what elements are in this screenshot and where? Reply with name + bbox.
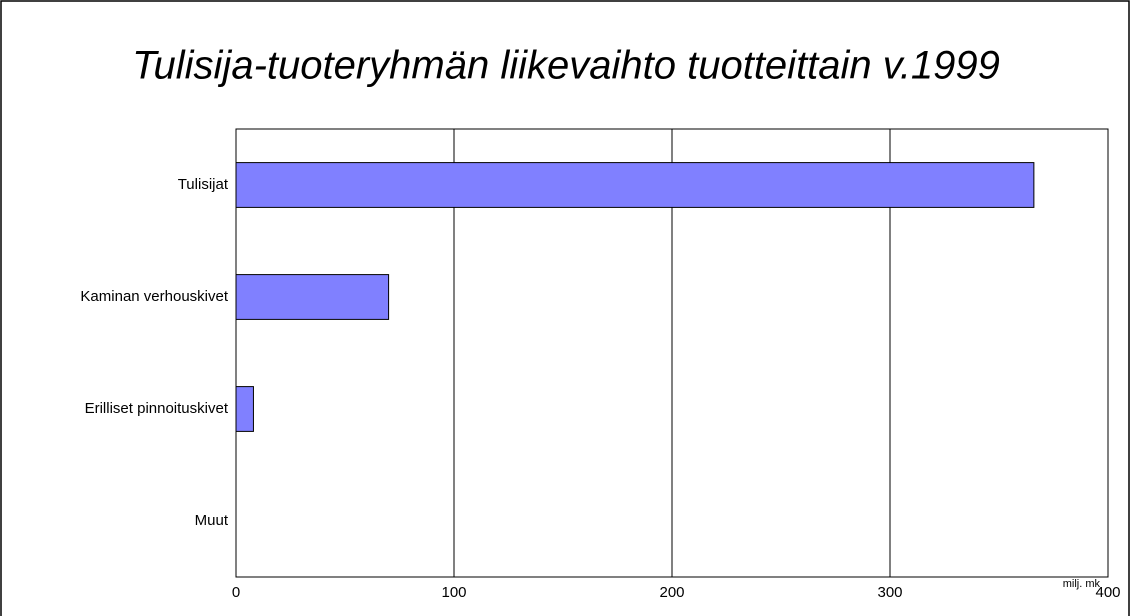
bar — [235, 274, 390, 320]
x-tick-label: 100 — [441, 584, 466, 601]
y-tick-label: Erilliset pinnoituskivet — [85, 400, 229, 417]
x-tick-label: 300 — [877, 584, 902, 601]
chart-title: Tulisija-tuoteryhmän liikevaihto tuottei… — [132, 44, 1000, 88]
x-tick-label: 200 — [659, 584, 684, 601]
y-tick-label: Muut — [195, 512, 229, 529]
y-tick-label: Tulisijat — [178, 176, 229, 193]
y-tick-label: Kaminan verhouskivet — [80, 288, 228, 305]
bar — [235, 386, 254, 432]
bar — [235, 162, 1035, 208]
x-tick-label: 400 — [1095, 584, 1120, 601]
x-tick-label: 0 — [232, 584, 240, 601]
axis-unit: milj. mk — [1063, 578, 1101, 590]
